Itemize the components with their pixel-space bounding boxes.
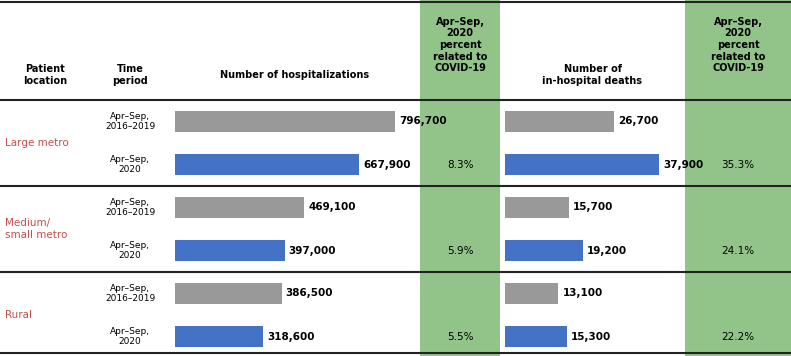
- Bar: [505, 154, 659, 175]
- Text: Number of
in-hospital deaths: Number of in-hospital deaths: [543, 64, 642, 86]
- Text: Rural: Rural: [5, 310, 32, 320]
- Text: Apr–Sep,
2020
percent
related to
COVID-19: Apr–Sep, 2020 percent related to COVID-1…: [711, 17, 765, 73]
- Text: Medium/
small metro: Medium/ small metro: [5, 218, 67, 240]
- Text: Apr–Sep,
2016–2019: Apr–Sep, 2016–2019: [105, 112, 155, 131]
- Text: Number of hospitalizations: Number of hospitalizations: [221, 70, 369, 80]
- Bar: [175, 197, 305, 218]
- Text: Apr–Sep,
2020: Apr–Sep, 2020: [110, 241, 150, 260]
- Text: 796,700: 796,700: [399, 116, 446, 126]
- Bar: [505, 283, 558, 304]
- Bar: [175, 111, 395, 132]
- Bar: [505, 111, 614, 132]
- Text: 26,700: 26,700: [618, 116, 658, 126]
- Bar: [505, 197, 569, 218]
- Text: 5.9%: 5.9%: [447, 246, 473, 256]
- Text: 24.1%: 24.1%: [721, 246, 755, 256]
- Text: 386,500: 386,500: [286, 288, 333, 298]
- Text: Apr–Sep,
2016–2019: Apr–Sep, 2016–2019: [105, 284, 155, 303]
- Bar: [0, 0, 420, 356]
- Text: 15,700: 15,700: [573, 203, 613, 213]
- Text: 5.5%: 5.5%: [447, 331, 473, 341]
- Text: 8.3%: 8.3%: [447, 159, 473, 169]
- Text: Apr–Sep,
2020: Apr–Sep, 2020: [110, 327, 150, 346]
- Text: 667,900: 667,900: [363, 159, 411, 169]
- Text: 13,100: 13,100: [562, 288, 603, 298]
- Bar: [175, 154, 359, 175]
- Text: Apr–Sep,
2020: Apr–Sep, 2020: [110, 155, 150, 174]
- Bar: [685, 0, 791, 356]
- Text: Apr–Sep,
2020
percent
related to
COVID-19: Apr–Sep, 2020 percent related to COVID-1…: [433, 17, 487, 73]
- Text: Time
period: Time period: [112, 64, 148, 86]
- Text: Patient
location: Patient location: [23, 64, 67, 86]
- Bar: [420, 0, 500, 356]
- Text: 318,600: 318,600: [267, 331, 314, 341]
- Bar: [505, 240, 583, 261]
- Text: Large metro: Large metro: [5, 138, 69, 148]
- Bar: [175, 283, 282, 304]
- Text: 22.2%: 22.2%: [721, 331, 755, 341]
- Text: 15,300: 15,300: [571, 331, 611, 341]
- Text: Apr–Sep,
2016–2019: Apr–Sep, 2016–2019: [105, 198, 155, 217]
- Bar: [505, 326, 567, 347]
- Text: 35.3%: 35.3%: [721, 159, 755, 169]
- Bar: [175, 240, 285, 261]
- Bar: [500, 0, 685, 356]
- Text: 19,200: 19,200: [587, 246, 627, 256]
- Bar: [175, 326, 263, 347]
- Text: 37,900: 37,900: [663, 159, 703, 169]
- Text: 397,000: 397,000: [289, 246, 336, 256]
- Text: 469,100: 469,100: [308, 203, 356, 213]
